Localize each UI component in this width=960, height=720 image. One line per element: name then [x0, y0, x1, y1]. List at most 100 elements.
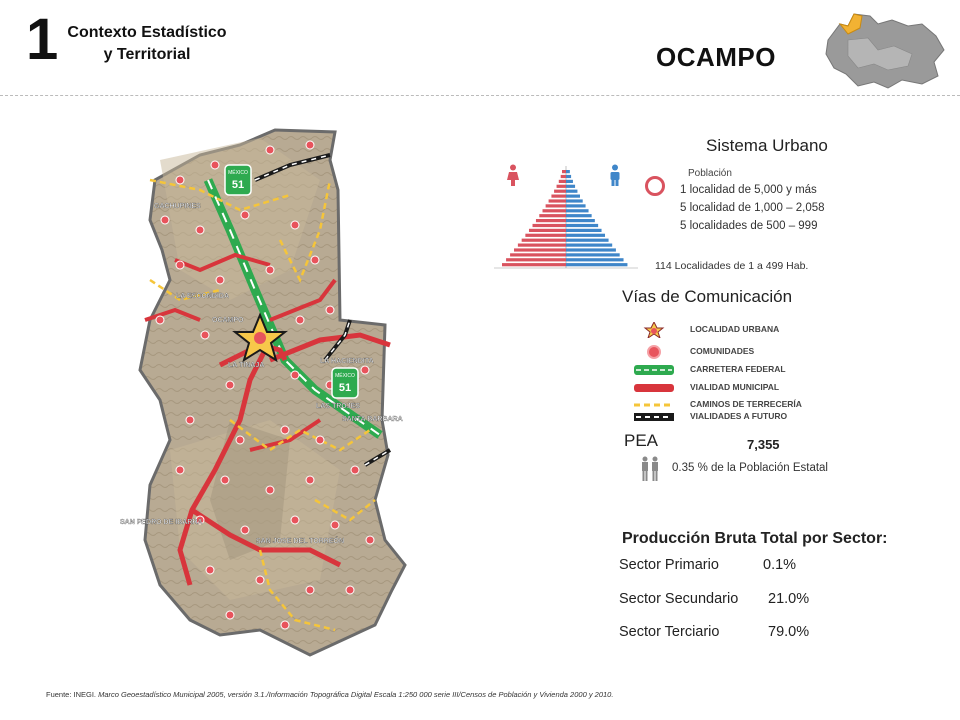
red-road-icon: [634, 384, 674, 392]
legend-row-caminos-terraceria: CAMINOS DE TERRECERÍA: [632, 397, 852, 413]
legend-row-vialidad-municipal: VIALIDAD MUNICIPAL: [632, 380, 852, 396]
sector-row-terciario: Sector Terciario 79.0%: [619, 624, 809, 640]
pyramid-bar-men: [566, 223, 599, 228]
sector-name: Sector Primario: [619, 557, 719, 573]
pyramid-bar-men: [566, 174, 572, 179]
population-line-2: 5 localidad de 1,000 – 2,058: [680, 202, 825, 214]
section-title-line2: y Territorial: [103, 46, 191, 63]
yellow-dashed-icon: [634, 403, 674, 407]
pyramid-bar-men: [566, 204, 586, 208]
source-prefix: Fuente: INEGI.: [46, 690, 97, 699]
population-circle-icon: [645, 176, 665, 196]
pyramid-bar-women: [545, 204, 566, 208]
sistema-urbano-heading: Sistema Urbano: [706, 136, 828, 155]
legend-row-carretera-federal: CARRETERA FEDERAL: [632, 362, 852, 378]
produccion-heading: Producción Bruta Total por Sector:: [622, 530, 888, 547]
place-la-escondida: LA ESCONDIDA: [176, 293, 229, 300]
sector-name: Sector Terciario: [619, 624, 720, 640]
legend-row-vialidades-futuro: VIALIDADES A FUTURO: [632, 409, 852, 425]
pyramid-bar-men: [566, 228, 602, 232]
pyramid-bar-women: [521, 238, 566, 242]
man-icon: [610, 164, 620, 186]
pyramid-bar-men: [566, 214, 592, 218]
population-line-1: 1 localidad de 5,000 y más: [680, 184, 817, 196]
sector-value: 79.0%: [768, 624, 810, 640]
shield-bottom-number: 51: [339, 382, 351, 394]
workers-icon: [642, 456, 658, 481]
place-gachupines: GACHUPINES: [154, 203, 201, 210]
place-la-tinaja: LA TINAJA: [228, 362, 264, 369]
legend-label: CAMINOS DE TERRECERÍA: [690, 399, 802, 409]
poblacion-label: Población: [688, 168, 732, 179]
legend-label: CARRETERA FEDERAL: [690, 364, 786, 374]
population-pyramid-image: [494, 166, 638, 269]
pyramid-bar-men: [566, 209, 589, 213]
pyramid-bar-women: [510, 253, 566, 257]
pyramid-bar-men: [566, 194, 580, 198]
pyramid-bar-men: [566, 253, 620, 257]
pyramid-bar-men: [566, 189, 578, 193]
vias-heading: Vías de Comunicación: [622, 287, 793, 306]
place-san-jose-del-torreon: SAN JOSE DEL TORREÓN: [256, 536, 344, 545]
shield-top-number: 51: [232, 179, 244, 191]
pyramid-bar-women: [525, 233, 566, 237]
pyramid-bar-women: [542, 209, 566, 213]
header-divider: [0, 95, 960, 96]
pea-heading: PEA: [624, 431, 659, 450]
pyramid-bar-women: [535, 219, 566, 223]
place-santa-barbara: SANTA BARBARA: [342, 416, 403, 423]
pyramid-bar-women: [532, 223, 566, 228]
legend-label: VIALIDAD MUNICIPAL: [690, 382, 780, 392]
pyramid-bar-women: [560, 174, 566, 179]
section-title-line1: Contexto Estadístico: [67, 24, 227, 41]
black-dashed-icon: [634, 413, 674, 421]
sector-row-primario: Sector Primario 0.1%: [619, 557, 796, 573]
pyramid-bar-men: [566, 243, 613, 247]
small-localities-text: 114 Localidades de 1 a 499 Hab.: [655, 260, 809, 272]
shield-bottom-label: MÉXICO: [335, 372, 355, 379]
place-san-pedro-de-ibarra: SAN PEDRO DE IBARRA: [120, 519, 202, 526]
population-line-3: 5 localidades de 500 – 999: [680, 220, 818, 232]
sector-row-secundario: Sector Secundario 21.0%: [619, 591, 809, 607]
pea-percent: 0.35 % de la Población Estatal: [672, 462, 828, 474]
star-icon: [643, 322, 665, 338]
place-la-haciendita: LA HACIENDITA: [320, 358, 374, 365]
sector-value: 0.1%: [763, 557, 797, 573]
place-ocampo: OCAMPO: [212, 317, 244, 324]
legend-label: COMUNIDADES: [690, 346, 755, 356]
pyramid-bar-women: [528, 228, 566, 232]
pyramid-bar-men: [566, 170, 570, 174]
pea-value: 7,355: [747, 437, 780, 452]
pyramid-bar-women: [506, 258, 566, 262]
municipal-map-image: MÉXICO 51 MÉXICO 51 GACHUPINES LA ESCOND…: [120, 128, 407, 657]
pyramid-bar-men: [566, 238, 609, 242]
legend-label: VIALIDADES A FUTURO: [690, 411, 788, 421]
green-road-icon: [634, 365, 674, 375]
pyramid-bar-women: [539, 214, 566, 218]
highway-shield-bottom: MÉXICO 51: [331, 367, 359, 399]
woman-icon: [507, 164, 519, 186]
red-dot-icon: [647, 345, 661, 359]
legend-label: LOCALIDAD URBANA: [690, 324, 780, 334]
source-footnote: Fuente: INEGI. Marco Geoestadístico Muni…: [46, 690, 613, 699]
legend-row-localidad-urbana: LOCALIDAD URBANA: [632, 322, 852, 338]
shield-top-label: MÉXICO: [228, 169, 248, 176]
pyramid-bar-men: [566, 199, 583, 203]
pyramid-bar-women: [502, 263, 566, 267]
pyramid-bar-women: [517, 243, 566, 247]
pyramid-bar-women: [556, 184, 566, 188]
pyramid-bar-women: [514, 248, 566, 252]
sector-name: Sector Secundario: [619, 591, 739, 607]
section-title: Contexto Estadístico y Territorial: [52, 22, 242, 66]
source-text: Marco Geoestadístico Municipal 2005, ver…: [98, 690, 614, 699]
pyramid-bar-men: [566, 248, 616, 252]
pyramid-bar-men: [566, 258, 624, 262]
legend-row-comunidades: COMUNIDADES: [632, 344, 852, 360]
highway-shield-top: MÉXICO 51: [224, 164, 252, 196]
place-las-trojes: LAS TROJES: [316, 403, 360, 410]
pyramid-bar-women: [548, 199, 566, 203]
sector-value: 21.0%: [768, 591, 810, 607]
pyramid-bar-women: [554, 189, 566, 193]
pyramid-bar-men: [566, 179, 573, 183]
pyramid-bar-women: [562, 170, 566, 174]
